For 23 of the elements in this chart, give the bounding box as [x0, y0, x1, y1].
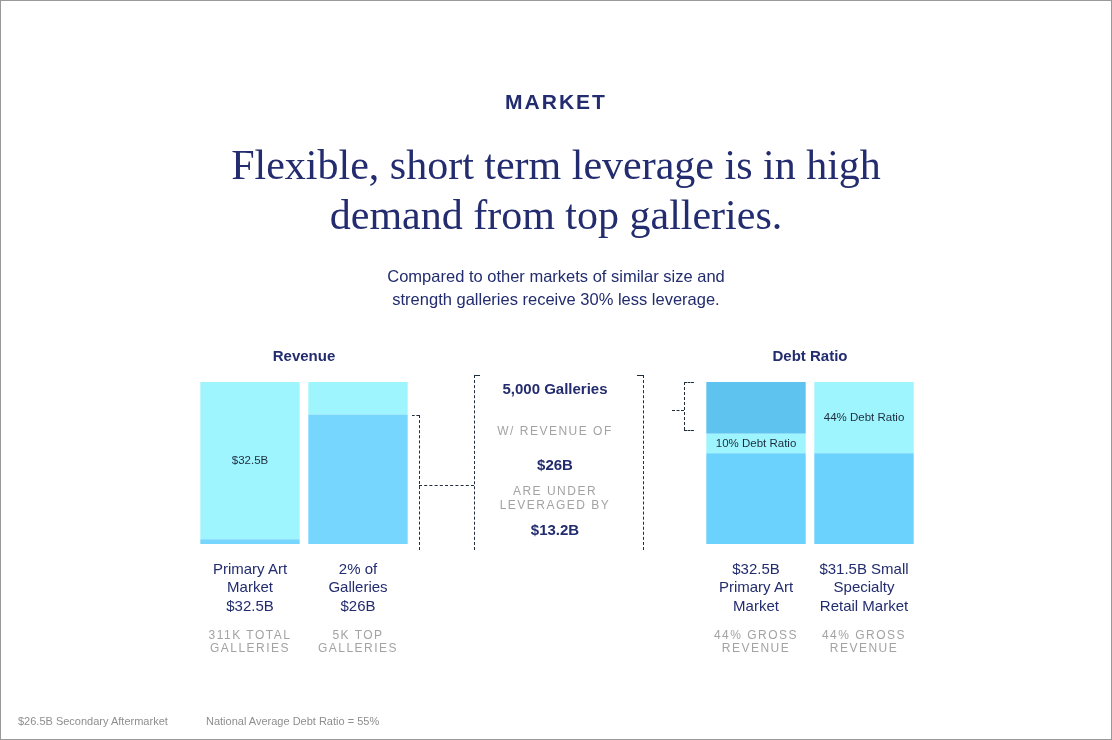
x-tick-label: 2% of Galleries $26B [328, 559, 388, 615]
x-tick-label: $31.5B Small Specialty Retail Market [819, 559, 910, 615]
text: ARE UNDER LEVERAGED BY [498, 484, 612, 512]
text: 311K TOTAL GALLERIES [208, 628, 292, 656]
text: 5K TOP GALLERIES [317, 628, 399, 656]
x-tick-label: $32.5B Primary Art Market [718, 559, 794, 615]
chart-title: Revenue [272, 347, 336, 365]
text: Compared to other markets of similar size and strength galleries receive 30% less leverage. [386, 266, 726, 310]
text: MARKET [504, 90, 608, 114]
text: 44% GROSS REVENUE [821, 628, 907, 656]
chart-title: Debt Ratio [772, 347, 848, 365]
text: $26.5B Secondary Aftermarket [18, 715, 168, 727]
x-tick-label: Primary Art Market $32.5B [212, 559, 288, 615]
annotation: $32.5B [231, 453, 269, 466]
text: W/ REVENUE OF [496, 424, 614, 438]
annotation: 10% Debt Ratio [715, 436, 797, 449]
annotation: 44% Debt Ratio [823, 410, 905, 423]
text: National Average Debt Ratio = 55% [206, 715, 380, 727]
text: 44% GROSS REVENUE [713, 628, 799, 656]
text: 5,000 Galleries [501, 380, 609, 397]
text: $26B [536, 456, 574, 473]
text: Flexible, short term leverage is in high demand from top galleries. [230, 141, 882, 240]
text: $13.2B [529, 521, 581, 538]
